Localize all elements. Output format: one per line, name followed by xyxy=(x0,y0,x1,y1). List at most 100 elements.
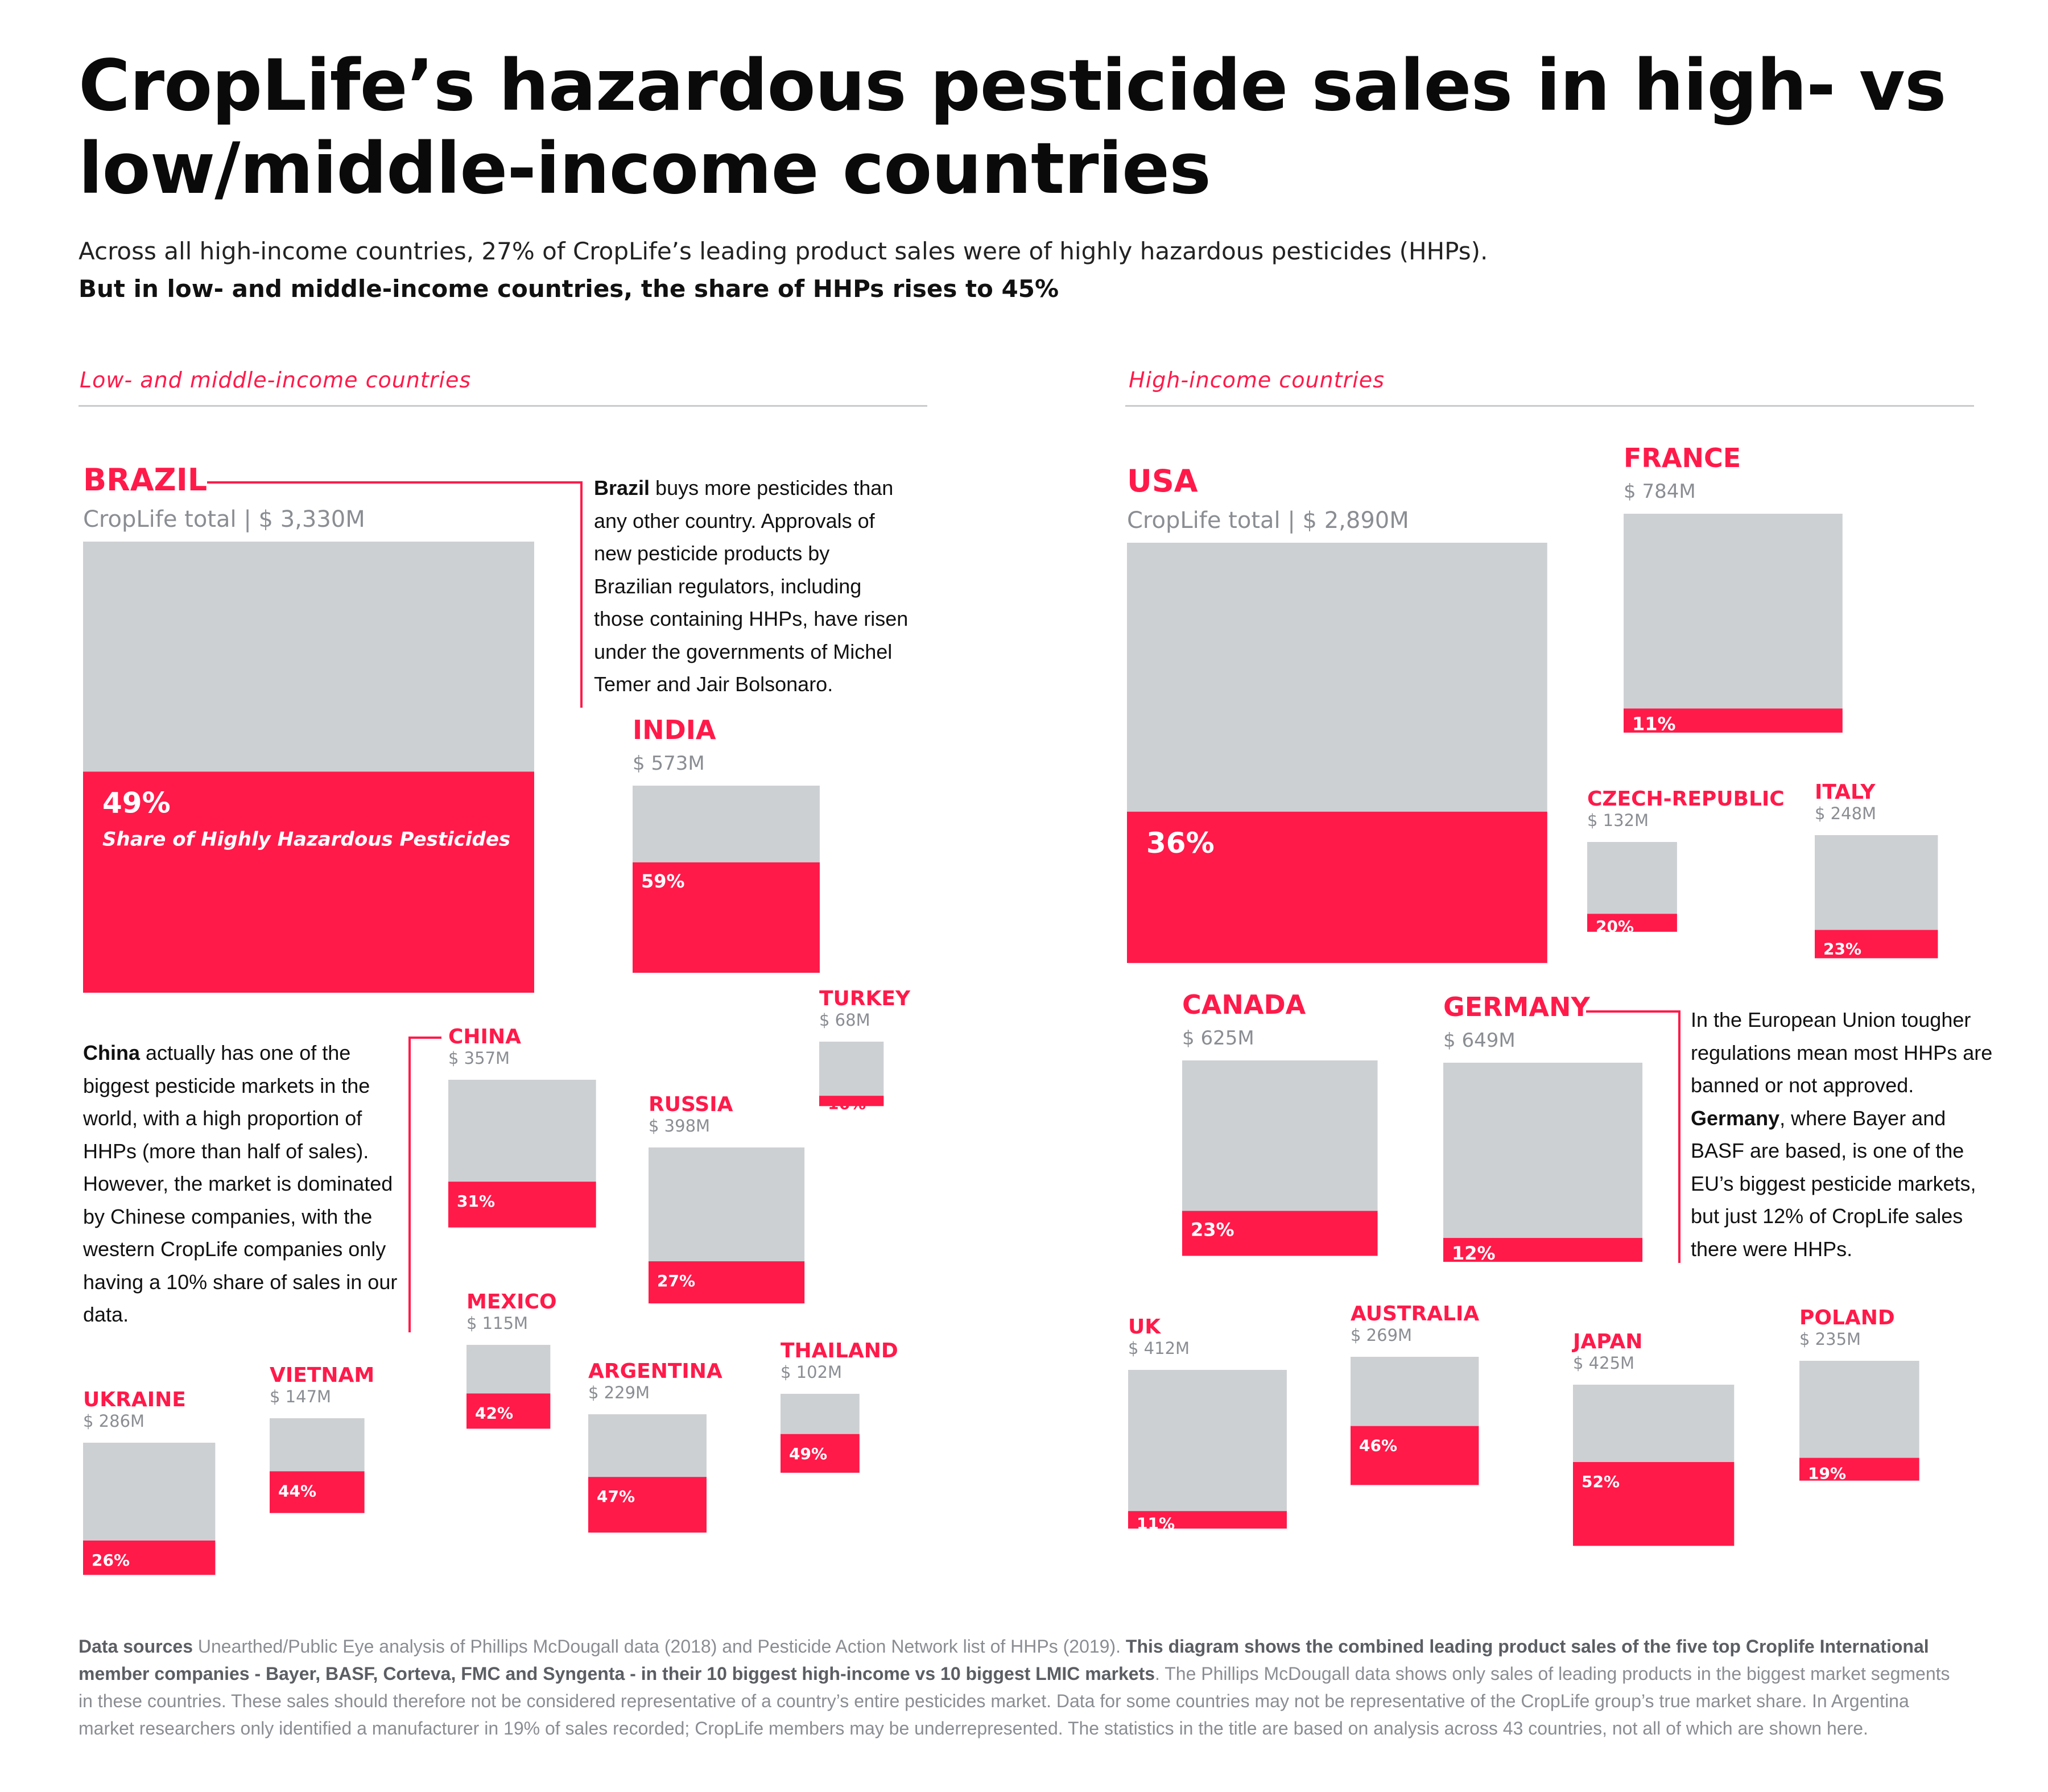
russia-name-label: RUSSIA xyxy=(649,1093,733,1116)
brazil-annotation: Brazil buys more pesticides than any oth… xyxy=(594,472,912,701)
usa-hhp-percent-label: 36% xyxy=(1146,827,1215,860)
thailand-hhp-percent-label: 49% xyxy=(789,1444,827,1463)
china-annotation-connector xyxy=(408,1037,441,1332)
footer-text-1: Unearthed/Public Eye analysis of Phillip… xyxy=(192,1636,1126,1657)
germany-annotation-bold: Germany xyxy=(1691,1106,1780,1130)
uk-name-label: UK xyxy=(1128,1315,1161,1339)
germany-total-square xyxy=(1443,1063,1643,1262)
brazil-hhp-percent-label: 49% xyxy=(102,786,171,819)
poland-value-label: $ 235M xyxy=(1799,1329,1861,1349)
russia-hhp-percent-label: 27% xyxy=(657,1271,695,1290)
poland-hhp-percent-label: 19% xyxy=(1808,1464,1846,1483)
ukraine-hhp-percent-label: 26% xyxy=(92,1551,130,1570)
brazil-annotation-bold: Brazil xyxy=(594,476,650,499)
australia-name-label: AUSTRALIA xyxy=(1351,1302,1479,1326)
russia-value-label: $ 398M xyxy=(649,1116,710,1136)
france-value-label: $ 784M xyxy=(1624,480,1696,503)
canada-name-label: CANADA xyxy=(1182,989,1306,1020)
page-title: CropLife’s hazardous pesticide sales in … xyxy=(79,45,1947,210)
argentina-value-label: $ 229M xyxy=(588,1383,650,1402)
czech-republic-value-label: $ 132M xyxy=(1587,811,1649,830)
india-hhp-band xyxy=(633,862,820,973)
footer-text-3: . The Phillips McDougall data shows only… xyxy=(79,1663,1950,1739)
ukraine-name-label: UKRAINE xyxy=(83,1388,186,1411)
usa-hhp-band xyxy=(1127,811,1547,963)
japan-hhp-band xyxy=(1573,1461,1735,1546)
argentina-hhp-band xyxy=(588,1477,707,1533)
vietnam-value-label: $ 147M xyxy=(270,1387,331,1406)
section-heading-high-income: High-income countries xyxy=(1129,368,1385,393)
germany-name-label: GERMANY xyxy=(1443,992,1590,1022)
uk-value-label: $ 412M xyxy=(1128,1339,1190,1358)
ukraine-value-label: $ 286M xyxy=(83,1411,144,1431)
china-hhp-band xyxy=(448,1182,596,1228)
uk-total-square xyxy=(1128,1370,1287,1529)
mexico-hhp-percent-label: 42% xyxy=(475,1403,513,1422)
france-hhp-band xyxy=(1624,708,1843,733)
section-heading-lmic: Low- and middle-income countries xyxy=(80,368,472,393)
canada-value-label: $ 625M xyxy=(1182,1027,1254,1050)
vietnam-hhp-band xyxy=(270,1471,365,1513)
brazil-annotation-text: buys more pesticides than any other coun… xyxy=(594,476,909,696)
india-value-label: $ 573M xyxy=(633,752,705,775)
germany-hhp-band xyxy=(1443,1238,1643,1262)
mexico-value-label: $ 115M xyxy=(466,1314,528,1333)
japan-hhp-percent-label: 52% xyxy=(1582,1472,1620,1491)
china-hhp-percent-label: 31% xyxy=(457,1192,495,1211)
brazil-value-label: CropLife total | $ 3,330M xyxy=(83,506,365,532)
france-name-label: FRANCE xyxy=(1624,443,1741,473)
china-annotation: China actually has one of the biggest pe… xyxy=(83,1037,402,1331)
china-annotation-text: actually has one of the biggest pesticid… xyxy=(83,1041,398,1326)
argentina-name-label: ARGENTINA xyxy=(588,1360,722,1383)
thailand-hhp-band xyxy=(781,1434,860,1473)
poland-name-label: POLAND xyxy=(1799,1306,1895,1329)
turkey-name-label: TURKEY xyxy=(819,987,911,1010)
subtitle-line-2: But in low- and middle-income countries,… xyxy=(79,275,1059,303)
uk-hhp-percent-label: 11% xyxy=(1137,1514,1175,1533)
australia-value-label: $ 269M xyxy=(1351,1326,1412,1345)
germany-annotation-text: , where Bayer and BASF are based, is one… xyxy=(1691,1106,1976,1261)
mexico-hhp-band xyxy=(466,1393,551,1429)
brazil-annotation-connector xyxy=(207,481,583,708)
china-annotation-bold: China xyxy=(83,1041,141,1064)
thailand-value-label: $ 102M xyxy=(781,1362,842,1382)
australia-hhp-band xyxy=(1351,1426,1479,1485)
germany-value-label: $ 649M xyxy=(1443,1029,1516,1052)
india-hhp-percent-label: 59% xyxy=(641,870,685,892)
turkey-value-label: $ 68M xyxy=(819,1010,870,1030)
turkey-hhp-band xyxy=(819,1096,884,1106)
usa-value-label: CropLife total | $ 2,890M xyxy=(1127,507,1409,534)
germany-hhp-percent-label: 12% xyxy=(1452,1242,1496,1264)
china-value-label: $ 357M xyxy=(448,1048,510,1068)
france-hhp-percent-label: 11% xyxy=(1632,713,1676,735)
brazil-hhp-band xyxy=(83,771,534,993)
uk-hhp-band xyxy=(1128,1511,1287,1529)
section-divider-lmic xyxy=(79,405,927,407)
japan-name-label: JAPAN xyxy=(1571,1330,1642,1353)
germany-annotation-intro: In the European Union tougher regulation… xyxy=(1691,1008,1993,1097)
footer-text-2: This diagram shows the combined leading … xyxy=(79,1636,1929,1684)
footer-lead: Data sources xyxy=(79,1636,193,1657)
section-divider-high-income xyxy=(1125,405,1974,407)
argentina-hhp-percent-label: 47% xyxy=(597,1487,635,1506)
czech-republic-hhp-percent-label: 20% xyxy=(1596,917,1634,936)
italy-name-label: ITALY xyxy=(1815,781,1876,804)
canada-hhp-percent-label: 23% xyxy=(1191,1219,1234,1241)
italy-hhp-percent-label: 23% xyxy=(1823,939,1861,958)
turkey-total-square xyxy=(819,1042,884,1106)
poland-hhp-band xyxy=(1799,1457,1919,1481)
italy-hhp-band xyxy=(1815,930,1938,959)
mexico-name-label: MEXICO xyxy=(466,1290,557,1314)
usa-name-label: USA xyxy=(1127,463,1198,499)
russia-hhp-band xyxy=(649,1261,805,1304)
brazil-name-label: BRAZIL xyxy=(83,462,207,498)
subtitle-line-1: Across all high-income countries, 27% of… xyxy=(79,237,1488,265)
turkey-hhp-percent-label: 16% xyxy=(828,1094,866,1113)
czech-republic-hhp-band xyxy=(1587,914,1677,932)
canada-hhp-band xyxy=(1182,1211,1378,1256)
ukraine-hhp-band xyxy=(83,1540,216,1575)
brazil-hhp-caption: Share of Highly Hazardous Pesticides xyxy=(102,828,510,850)
czech-republic-name-label: CZECH-REPUBLIC xyxy=(1587,787,1785,811)
australia-hhp-percent-label: 46% xyxy=(1359,1436,1397,1455)
